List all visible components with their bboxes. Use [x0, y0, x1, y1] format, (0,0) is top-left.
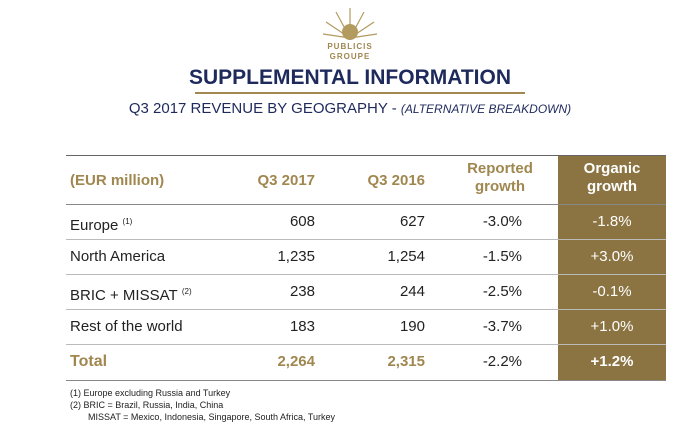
logo-mark: [322, 8, 378, 40]
cell: -2.5%: [482, 283, 522, 300]
cell: 1,254: [387, 248, 425, 265]
note: (1): [122, 217, 133, 226]
table-bottom-rule: [66, 380, 666, 381]
organic-column: [558, 155, 666, 380]
cell: 608: [289, 213, 315, 230]
logo-line: PUBLICIS: [327, 42, 373, 51]
row-label: Total: [70, 353, 107, 371]
cell: -3.7%: [482, 318, 522, 335]
label-text: North America: [70, 248, 166, 265]
footnote: (2) BRIC = Brazil, Russia, India, China: [70, 400, 224, 410]
row-label: Rest of the world: [70, 318, 183, 336]
cell: 627: [399, 213, 425, 230]
title-rule: [195, 92, 525, 94]
subtitle-italic: (ALTERNATIVE BREAKDOWN): [400, 102, 572, 116]
logo-text: PUBLICIS GROUPE: [0, 42, 700, 62]
row-label: BRIC + MISSAT (2): [70, 283, 192, 305]
header-cell: Q3 2017: [257, 172, 315, 189]
label-text: Total: [70, 353, 108, 370]
cell: 244: [399, 283, 425, 300]
cell: +3.0%: [590, 248, 634, 265]
subtitle: Q3 2017 REVENUE BY GEOGRAPHY - (ALTERNAT…: [0, 100, 700, 117]
title: SUPPLEMENTAL INFORMATION: [189, 66, 511, 89]
cell: -3.0%: [482, 213, 522, 230]
cell: 190: [399, 318, 425, 335]
header-cell: Reported growth: [467, 160, 533, 195]
cell: -1.8%: [592, 213, 632, 230]
cell: 2,264: [277, 353, 315, 370]
cell: +1.2%: [590, 353, 634, 370]
cell: 2,315: [387, 353, 425, 370]
cell: +1.0%: [590, 318, 634, 335]
row-label: North America: [70, 248, 165, 266]
footnote: MISSAT = Mexico, Indonesia, Singapore, S…: [88, 412, 336, 422]
cell: 1,235: [277, 248, 315, 265]
cell: -0.1%: [592, 283, 632, 300]
header-cell: Q3 2016: [367, 172, 425, 189]
note: (2): [181, 287, 192, 296]
label-text: BRIC + MISSAT: [70, 287, 178, 304]
label-text: Rest of the world: [70, 318, 183, 335]
row-rule: [66, 309, 666, 310]
row-rule: [66, 239, 666, 240]
header-cell: (EUR million): [70, 172, 165, 189]
cell: 183: [289, 318, 315, 335]
cell: -1.5%: [482, 248, 522, 265]
row-rule: [66, 274, 666, 275]
row-rule: [66, 344, 666, 345]
subtitle-main: Q3 2017 REVENUE BY GEOGRAPHY -: [128, 100, 401, 117]
row-label: Europe (1): [70, 213, 132, 235]
cell: -2.2%: [482, 353, 522, 370]
table-top-rule: [66, 155, 666, 156]
logo-line: GROUPE: [329, 52, 371, 61]
header-cell: Organic growth: [583, 160, 641, 195]
label-text: Europe: [70, 217, 119, 234]
footnote: (1) Europe excluding Russia and Turkey: [70, 388, 231, 398]
row-rule: [66, 204, 666, 205]
cell: 238: [289, 283, 315, 300]
